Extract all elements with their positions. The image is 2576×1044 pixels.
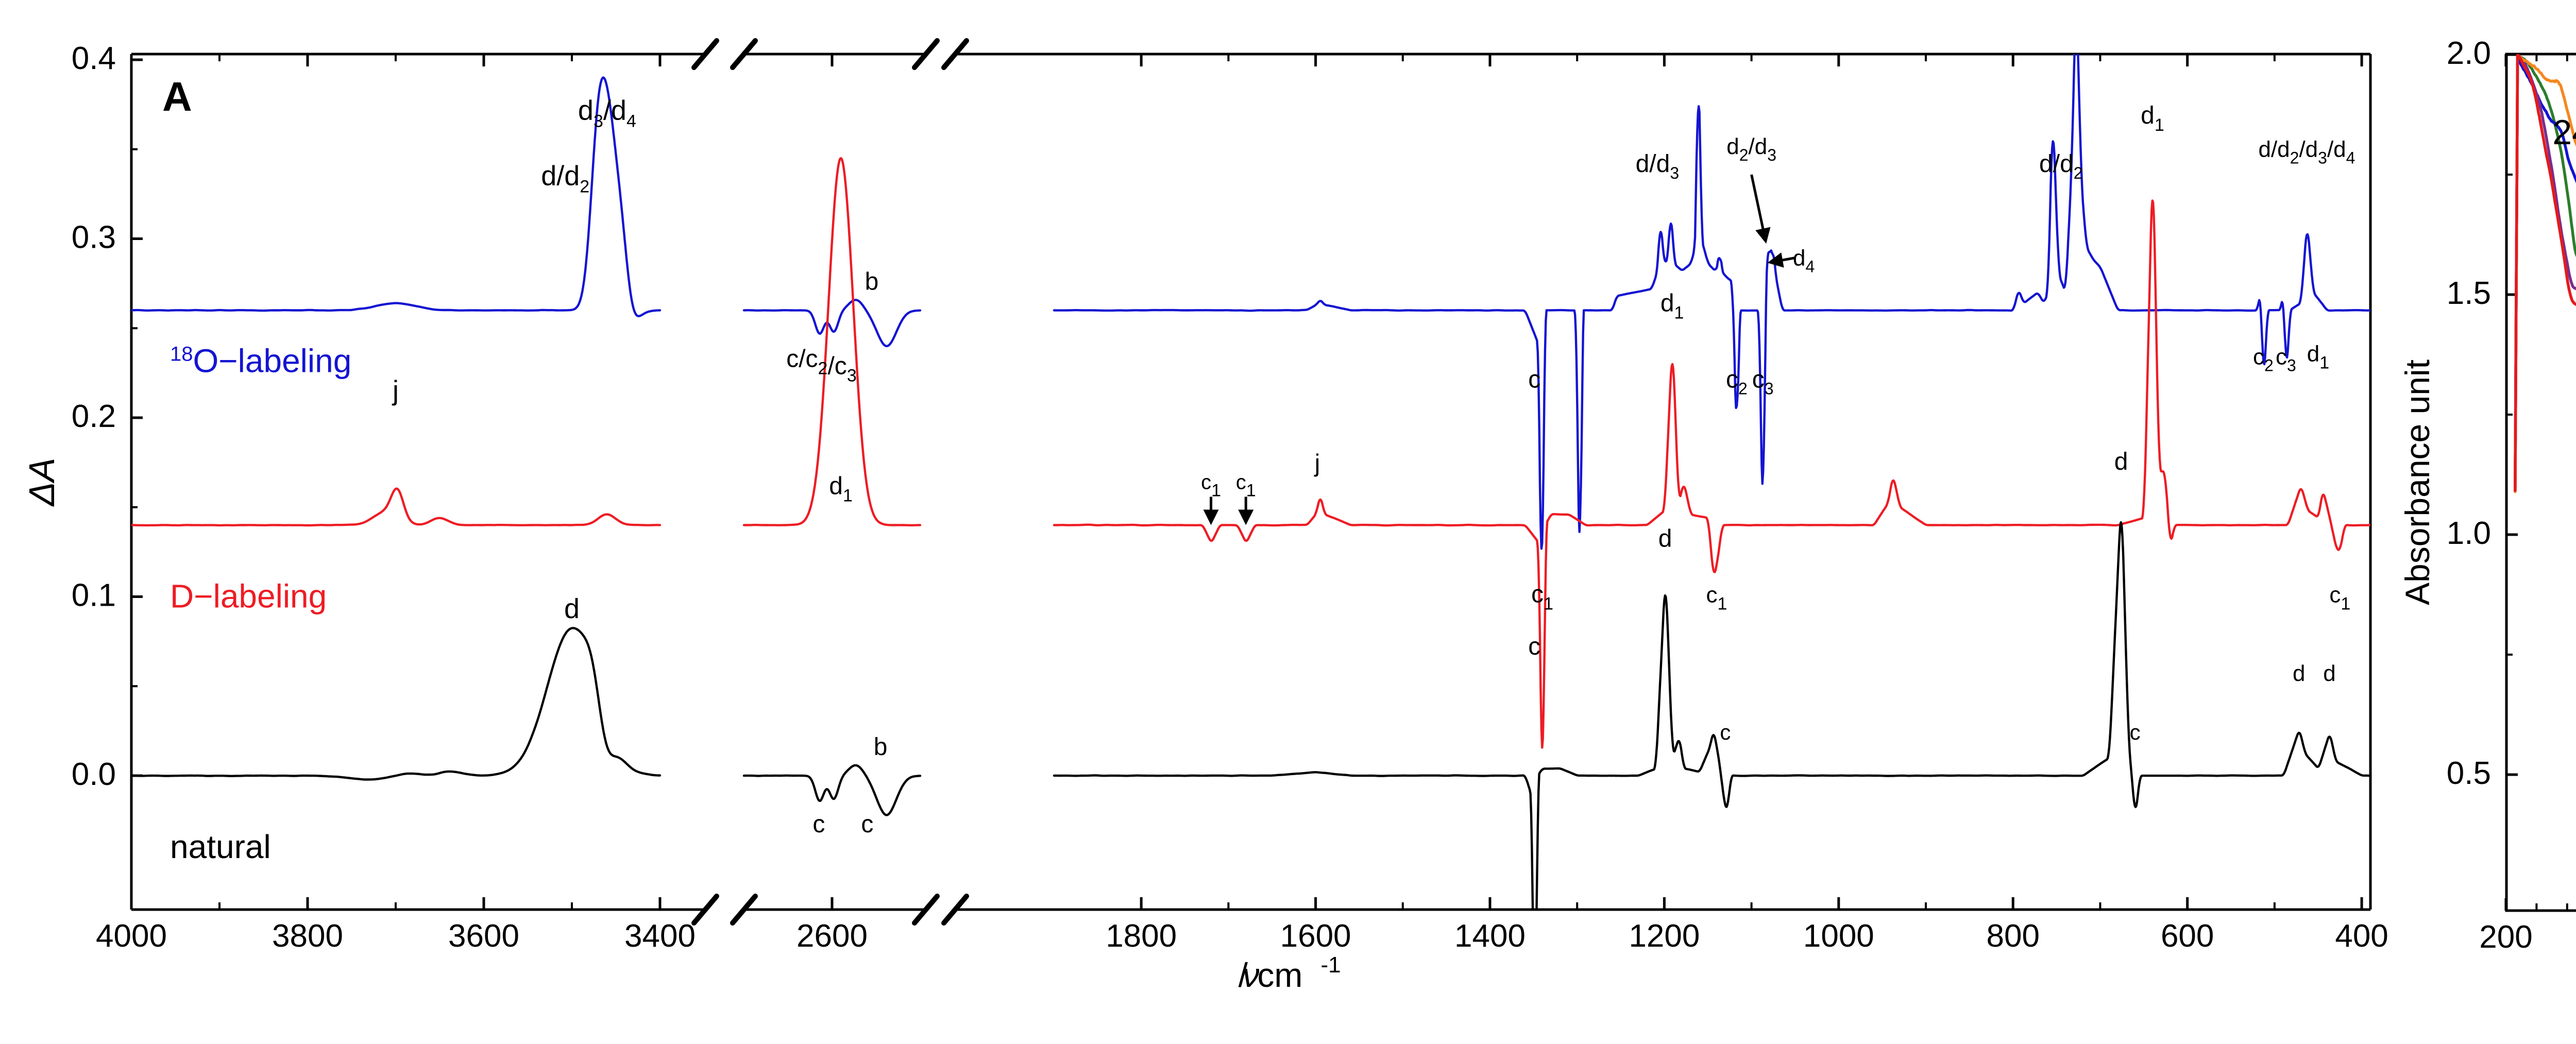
svg-text:600: 600 — [2161, 918, 2214, 954]
svg-text:3800: 3800 — [272, 918, 343, 954]
svg-text:d: d — [2323, 661, 2335, 686]
svg-text:0.3: 0.3 — [72, 220, 116, 255]
svg-text:1600: 1600 — [1280, 918, 1351, 954]
svg-text:c: c — [1528, 366, 1540, 393]
svg-text:1800: 1800 — [1106, 918, 1177, 954]
svg-text:18O−labeling: 18O−labeling — [170, 343, 351, 380]
svg-text:0.5: 0.5 — [2447, 756, 2491, 791]
svg-text:Absorbance unit: Absorbance unit — [2398, 360, 2436, 605]
svg-text:2.0: 2.0 — [2447, 36, 2491, 71]
svg-text:d: d — [2293, 661, 2305, 686]
svg-text:0.2: 0.2 — [72, 399, 116, 434]
svg-text:d: d — [1658, 525, 1672, 552]
svg-text:c: c — [1720, 720, 1731, 744]
svg-text:1400: 1400 — [1454, 918, 1526, 954]
svg-text:D−labeling: D−labeling — [170, 578, 327, 615]
svg-text:/ cm: / cm — [1239, 956, 1303, 994]
svg-text:A: A — [162, 74, 192, 119]
svg-text:400: 400 — [2335, 918, 2388, 954]
svg-text:0.1: 0.1 — [72, 578, 116, 613]
svg-text:b: b — [874, 733, 888, 761]
svg-text:c: c — [2130, 720, 2141, 744]
svg-text:240: 240 — [2552, 113, 2576, 152]
svg-text:800: 800 — [1987, 918, 2040, 954]
svg-text:d: d — [564, 593, 580, 624]
svg-text:j: j — [392, 375, 399, 406]
svg-text:d: d — [2114, 448, 2128, 475]
svg-text:natural: natural — [170, 828, 271, 865]
svg-text:1000: 1000 — [1803, 918, 1874, 954]
svg-text:200: 200 — [2479, 919, 2532, 955]
svg-text:c: c — [1528, 633, 1540, 660]
svg-text:j: j — [1314, 450, 1320, 477]
svg-text:1.5: 1.5 — [2447, 276, 2491, 311]
svg-text:3400: 3400 — [624, 918, 696, 954]
svg-text:1200: 1200 — [1629, 918, 1700, 954]
svg-text:1.0: 1.0 — [2447, 516, 2491, 551]
svg-text:4000: 4000 — [96, 918, 167, 954]
svg-text:2600: 2600 — [796, 918, 868, 954]
svg-text:0.0: 0.0 — [72, 757, 116, 792]
svg-text:-1: -1 — [1320, 952, 1341, 978]
svg-text:b: b — [865, 268, 879, 296]
svg-text:ΔA: ΔA — [22, 458, 62, 507]
svg-text:3600: 3600 — [448, 918, 519, 954]
svg-text:c: c — [861, 811, 873, 838]
svg-text:c: c — [812, 811, 825, 838]
svg-text:0.4: 0.4 — [72, 41, 116, 76]
